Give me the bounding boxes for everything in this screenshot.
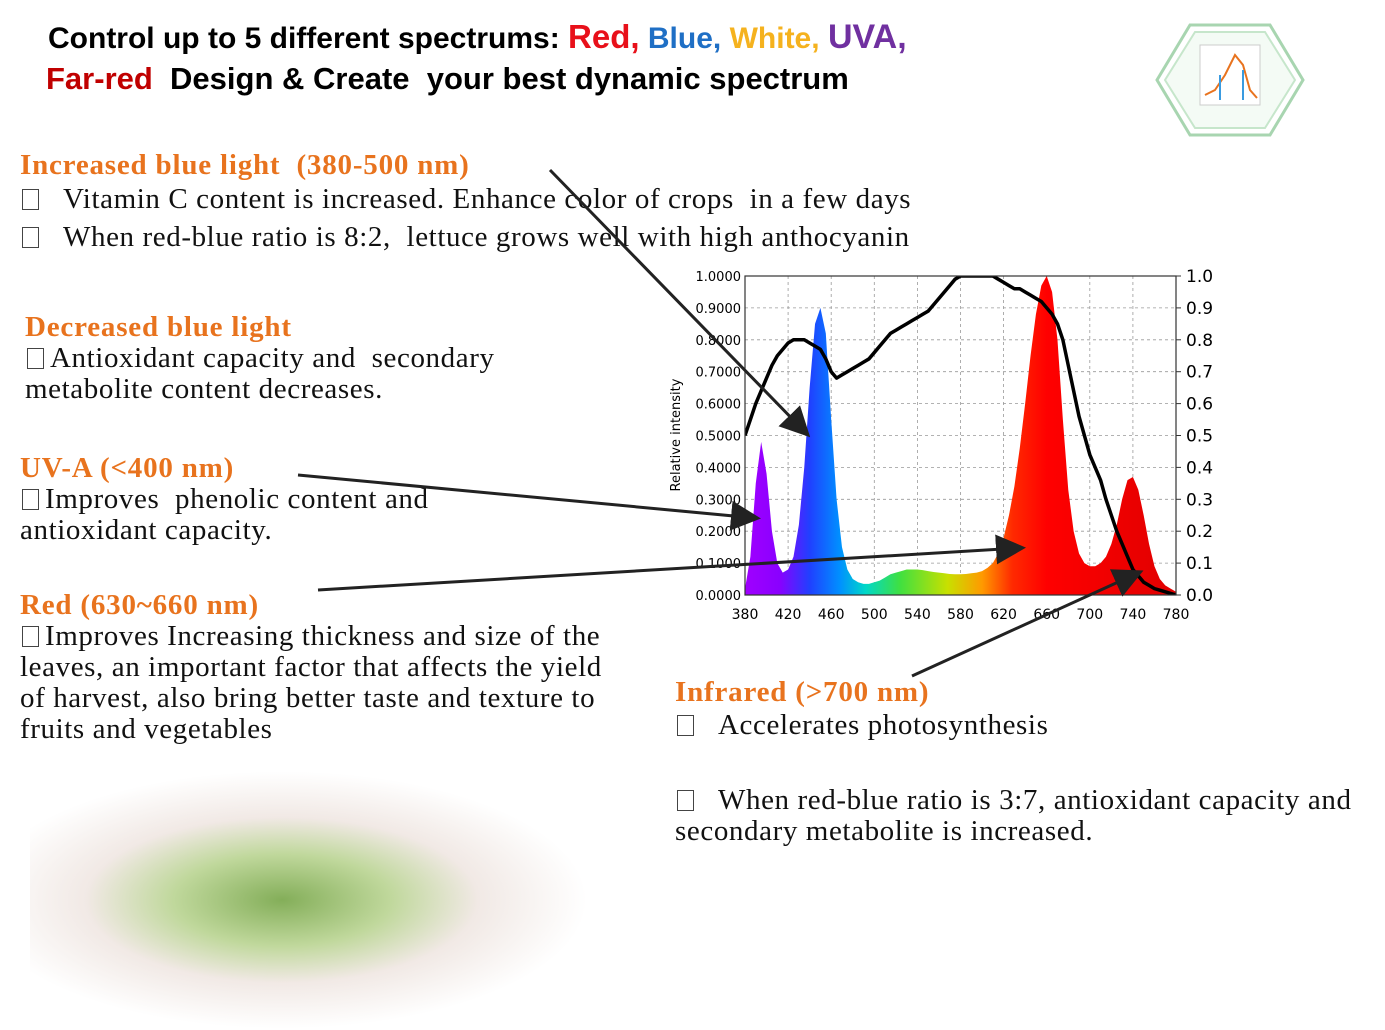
x-tick-label: 460 — [818, 607, 845, 623]
spectrum-area — [745, 276, 1176, 595]
title-far-red: Far-red — [46, 61, 153, 96]
y-axis-title: Relative intensity — [669, 378, 684, 491]
y2-tick-label: 0.9 — [1186, 299, 1213, 319]
title-text: Design & Create your best dynamic spectr… — [170, 61, 849, 96]
spectrum-icon — [1155, 23, 1305, 137]
response-line — [745, 276, 1176, 595]
x-tick-label: 580 — [947, 607, 974, 623]
y-tick-label: 0.3000 — [696, 493, 742, 508]
x-tick-label: 660 — [1033, 607, 1060, 623]
section-item: When red-blue ratio is 3:7, antioxidant … — [675, 785, 1375, 847]
y2-tick-label: 0.4 — [1186, 458, 1213, 478]
title-white: White, — [729, 22, 820, 55]
y-tick-label: 0.9000 — [696, 302, 742, 317]
y-tick-label: 0.0000 — [696, 589, 742, 604]
y-tick-label: 0.6000 — [696, 398, 742, 413]
x-tick-label: 380 — [732, 607, 759, 623]
title-uva: UVA, — [827, 18, 907, 56]
section-heading: Red (630~660 nm) — [20, 589, 259, 621]
section-item: When red-blue ratio is 8:2, lettuce grow… — [20, 222, 1120, 253]
section: Decreased blue light Antioxidant capacit… — [25, 312, 595, 405]
y-tick-label: 0.8000 — [696, 334, 742, 349]
title-red: Red, — [568, 18, 640, 55]
section-heading: Decreased blue light — [25, 311, 292, 343]
y2-tick-label: 0.2 — [1186, 522, 1213, 542]
plant-photo — [30, 770, 590, 1030]
y-tick-label: 0.4000 — [696, 461, 742, 476]
y-tick-label: 0.5000 — [696, 430, 742, 445]
x-tick-label: 540 — [904, 607, 931, 623]
x-tick-label: 780 — [1163, 607, 1190, 623]
section-heading: UV-A (<400 nm) — [20, 452, 235, 484]
section-heading: Increased blue light (380-500 nm) — [20, 149, 470, 181]
x-tick-label: 700 — [1076, 607, 1103, 623]
section-item: Improves Increasing thickness and size o… — [20, 621, 630, 745]
title-line-2: Far-red Design & Create your best dynami… — [46, 61, 849, 97]
title-text: Control up to 5 different spectrums: — [48, 22, 569, 55]
y2-tick-label: 0.3 — [1186, 490, 1213, 510]
y-tick-label: 0.2000 — [696, 525, 742, 540]
section: Infrared (>700 nm) Accelerates photosynt… — [675, 677, 1375, 847]
title-blue: Blue, — [647, 22, 722, 55]
y2-tick-label: 0.1 — [1186, 554, 1213, 574]
y-tick-label: 0.7000 — [696, 366, 742, 381]
section: UV-A (<400 nm) Improves phenolic content… — [20, 453, 520, 546]
section: Red (630~660 nm) Improves Increasing thi… — [20, 590, 630, 745]
section-item: Improves phenolic content and antioxidan… — [20, 484, 520, 546]
x-tick-label: 620 — [990, 607, 1017, 623]
y2-tick-label: 1.0 — [1186, 267, 1213, 287]
x-tick-label: 420 — [775, 607, 802, 623]
title-line-1: Control up to 5 different spectrums: Red… — [48, 18, 907, 57]
x-tick-label: 740 — [1120, 607, 1147, 623]
y2-tick-label: 0.8 — [1186, 331, 1213, 351]
section-heading: Infrared (>700 nm) — [675, 676, 930, 708]
y-tick-label: 1.0000 — [696, 270, 742, 285]
section-item: Antioxidant capacity and secondary metab… — [25, 343, 595, 405]
y-tick-label: 0.1000 — [696, 557, 742, 572]
y2-tick-label: 0.7 — [1186, 363, 1213, 383]
section-item: Accelerates photosynthesis — [675, 710, 1375, 741]
y2-tick-label: 0.6 — [1186, 395, 1213, 415]
y2-tick-label: 0.0 — [1186, 586, 1213, 606]
y2-tick-label: 0.5 — [1186, 427, 1213, 447]
section-item: Vitamin C content is increased. Enhance … — [20, 184, 1120, 215]
x-tick-label: 500 — [861, 607, 888, 623]
section: Increased blue light (380-500 nm) Vitami… — [20, 150, 1120, 253]
